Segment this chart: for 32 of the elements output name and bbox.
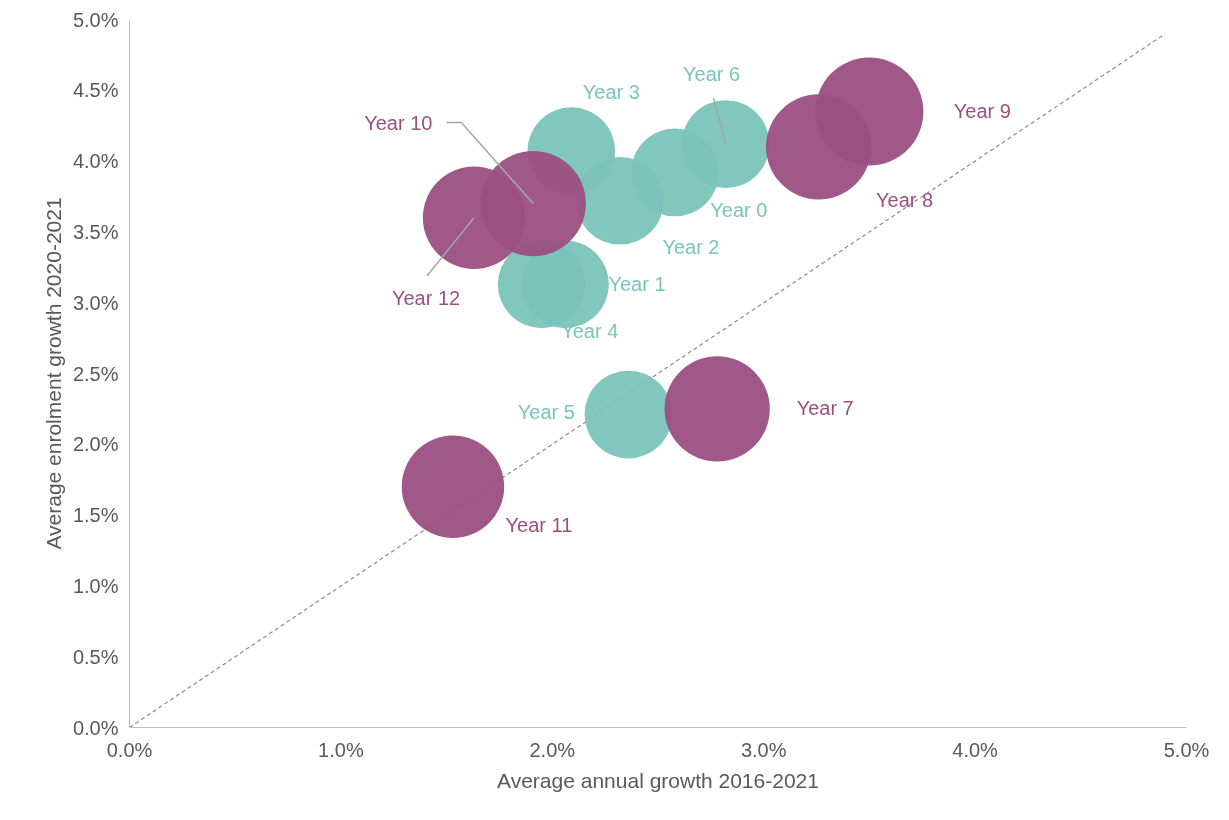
- x-tick-label: 5.0%: [1163, 738, 1210, 761]
- series-label: Year 8: [876, 188, 934, 211]
- x-tick-label: 1.0%: [318, 738, 364, 761]
- y-tick-label: 1.5%: [72, 504, 119, 527]
- series-label: Year 3: [582, 81, 640, 104]
- series-label: Year 0: [710, 199, 768, 222]
- y-tick-label: 3.0%: [72, 291, 119, 314]
- series-label: Year 7: [796, 396, 854, 419]
- y-tick-label: 0.0%: [72, 716, 119, 739]
- series-label: Year 5: [517, 400, 575, 423]
- series-label: Year 12: [391, 286, 461, 309]
- y-axis-title: Average enrolment growth 2020-2021: [41, 197, 65, 550]
- x-tick-label: 3.0%: [740, 738, 787, 761]
- text: Year 10: [364, 111, 433, 134]
- y-tick-label: 1.0%: [72, 574, 119, 597]
- series-label: Year 9: [953, 99, 1011, 122]
- y-tick-label: 4.0%: [72, 150, 119, 173]
- y-tick-label: 2.5%: [72, 362, 119, 385]
- x-tick-label: 2.0%: [529, 738, 576, 761]
- y-tick-label: 5.0%: [72, 8, 119, 31]
- series-label: Year 2: [662, 235, 720, 258]
- y-tick-label: 0.5%: [72, 645, 119, 668]
- series-label: Year 4: [561, 320, 619, 343]
- series-label: Year 6: [683, 63, 741, 86]
- x-tick-label: 4.0%: [952, 738, 999, 761]
- y-tick-label: 2.0%: [72, 433, 119, 456]
- y-tick-label: 3.5%: [72, 220, 119, 243]
- series-label: Year 11: [505, 513, 573, 536]
- x-tick-label: 0.0%: [106, 738, 153, 761]
- series-label: Year 1: [608, 273, 666, 296]
- x-axis-title: Average annual growth 2016-2021: [497, 768, 819, 792]
- y-tick-label: 4.5%: [72, 79, 119, 102]
